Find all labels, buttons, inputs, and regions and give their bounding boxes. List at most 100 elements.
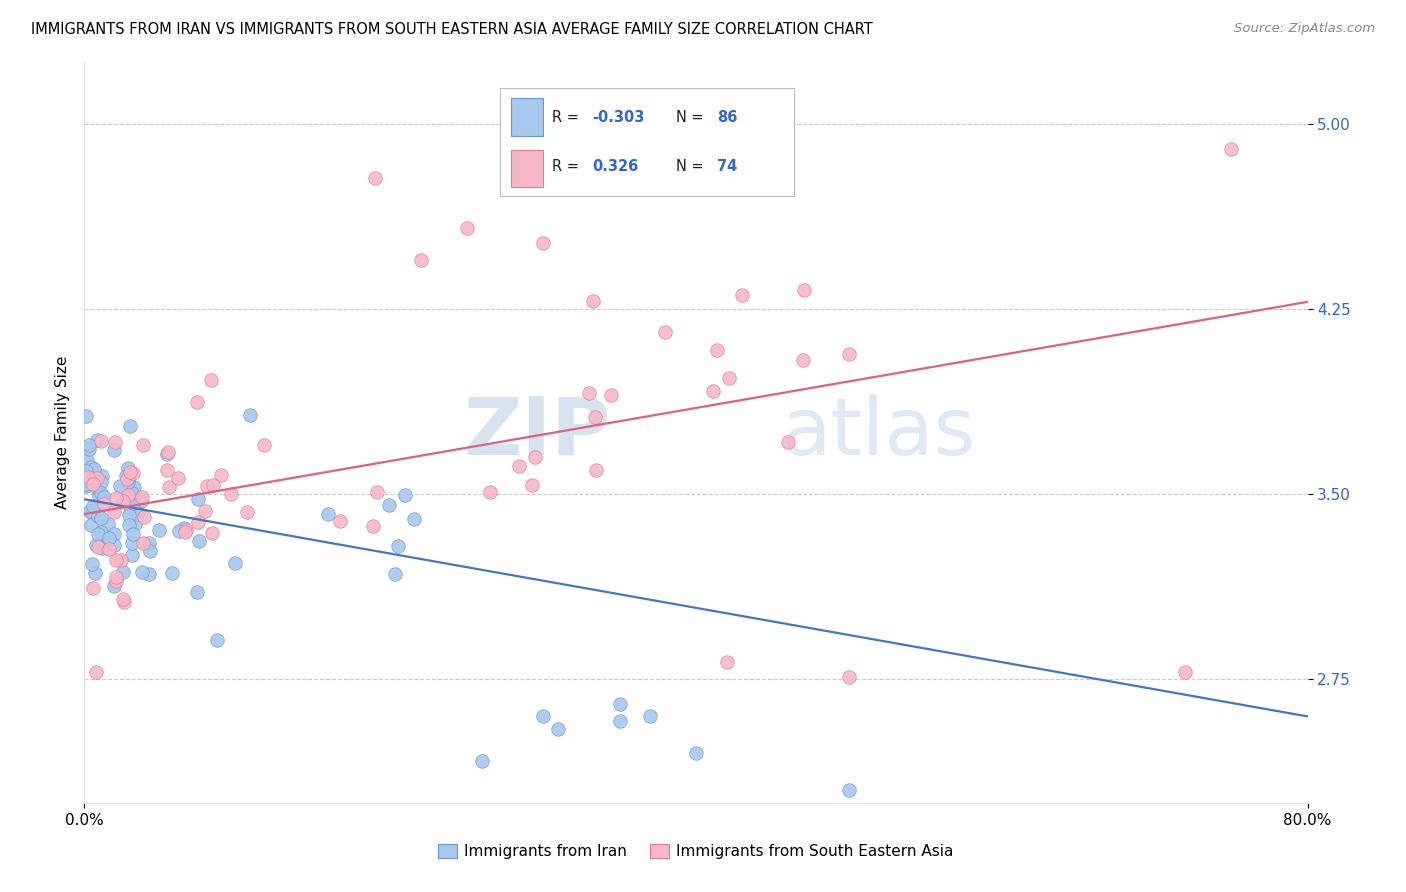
Point (156, 447, 179, 461)
Point (90, 468, 112, 483)
Point (75, 464, 97, 478)
Point (115, 472, 138, 486)
Text: IMMIGRANTS FROM IRAN VS IMMIGRANTS FROM SOUTH EASTERN ASIA AVERAGE FAMILY SIZE C: IMMIGRANTS FROM IRAN VS IMMIGRANTS FROM … (31, 22, 873, 37)
Point (127, 506, 149, 520)
Point (166, 471, 188, 485)
Point (1220, 142, 1243, 156)
Point (97, 532, 120, 546)
Point (685, 747, 707, 761)
Point (120, 419, 142, 434)
Point (219, 487, 242, 501)
Point (103, 505, 125, 519)
Point (583, 410, 606, 425)
Point (194, 504, 217, 518)
Point (87, 527, 110, 541)
Point (90, 485, 112, 500)
Point (79, 504, 101, 518)
Point (205, 633, 228, 648)
Point (117, 471, 139, 485)
Point (838, 783, 860, 797)
Point (138, 566, 160, 581)
Point (124, 516, 146, 531)
Point (236, 505, 259, 519)
Point (252, 438, 274, 452)
Point (90, 434, 112, 448)
Point (148, 523, 170, 537)
Point (173, 521, 195, 535)
Point (80, 518, 103, 533)
Point (1174, 665, 1197, 679)
Point (157, 445, 180, 459)
Point (174, 523, 197, 537)
Point (105, 553, 128, 567)
Point (122, 480, 145, 494)
Point (98, 541, 121, 556)
Point (90, 498, 112, 512)
Point (77, 438, 100, 452)
Point (384, 566, 406, 581)
Point (86, 508, 108, 523)
Point (117, 461, 139, 475)
Point (115, 469, 138, 483)
Point (84, 538, 107, 552)
Point (471, 754, 494, 768)
Point (138, 536, 160, 550)
Point (105, 569, 128, 583)
Point (394, 488, 416, 502)
Point (387, 539, 409, 553)
Point (131, 565, 153, 579)
Point (131, 438, 153, 452)
Point (83, 462, 105, 476)
Point (110, 553, 132, 567)
Point (187, 492, 209, 507)
Point (156, 463, 179, 477)
Point (79, 460, 101, 475)
Point (103, 526, 125, 541)
Point (195, 479, 218, 493)
Point (200, 373, 222, 387)
Point (609, 697, 631, 711)
Point (76, 453, 98, 467)
Point (162, 566, 184, 580)
Point (75, 478, 97, 492)
Point (132, 509, 155, 524)
Point (361, 519, 384, 533)
Point (522, 477, 544, 491)
Point (131, 491, 153, 505)
Point (112, 595, 135, 609)
Point (531, 235, 554, 250)
Point (77, 442, 100, 457)
Point (117, 475, 139, 489)
Point (716, 655, 738, 669)
Point (111, 566, 134, 580)
Point (508, 458, 530, 473)
Point (80, 505, 103, 519)
Point (104, 491, 127, 506)
Point (89, 489, 111, 503)
Point (122, 466, 145, 480)
Point (654, 326, 676, 340)
Point (329, 514, 352, 528)
Point (139, 544, 162, 558)
Point (377, 498, 399, 512)
Text: Source: ZipAtlas.com: Source: ZipAtlas.com (1234, 22, 1375, 36)
Point (90, 525, 112, 540)
Point (121, 486, 143, 500)
Y-axis label: Average Family Size: Average Family Size (55, 356, 70, 509)
Point (87, 540, 110, 554)
Point (792, 352, 814, 367)
Point (187, 515, 209, 529)
Point (609, 146, 631, 161)
Legend: Immigrants from Iran, Immigrants from South Eastern Asia: Immigrants from Iran, Immigrants from So… (432, 838, 960, 865)
Point (157, 479, 180, 493)
Point (793, 283, 815, 297)
Point (112, 494, 135, 508)
Point (186, 585, 208, 599)
Point (93, 537, 115, 551)
Text: ZIP: ZIP (463, 393, 610, 472)
Point (409, 252, 432, 267)
Point (582, 293, 605, 308)
Point (132, 536, 155, 550)
Point (86, 471, 108, 485)
Point (75, 477, 97, 491)
